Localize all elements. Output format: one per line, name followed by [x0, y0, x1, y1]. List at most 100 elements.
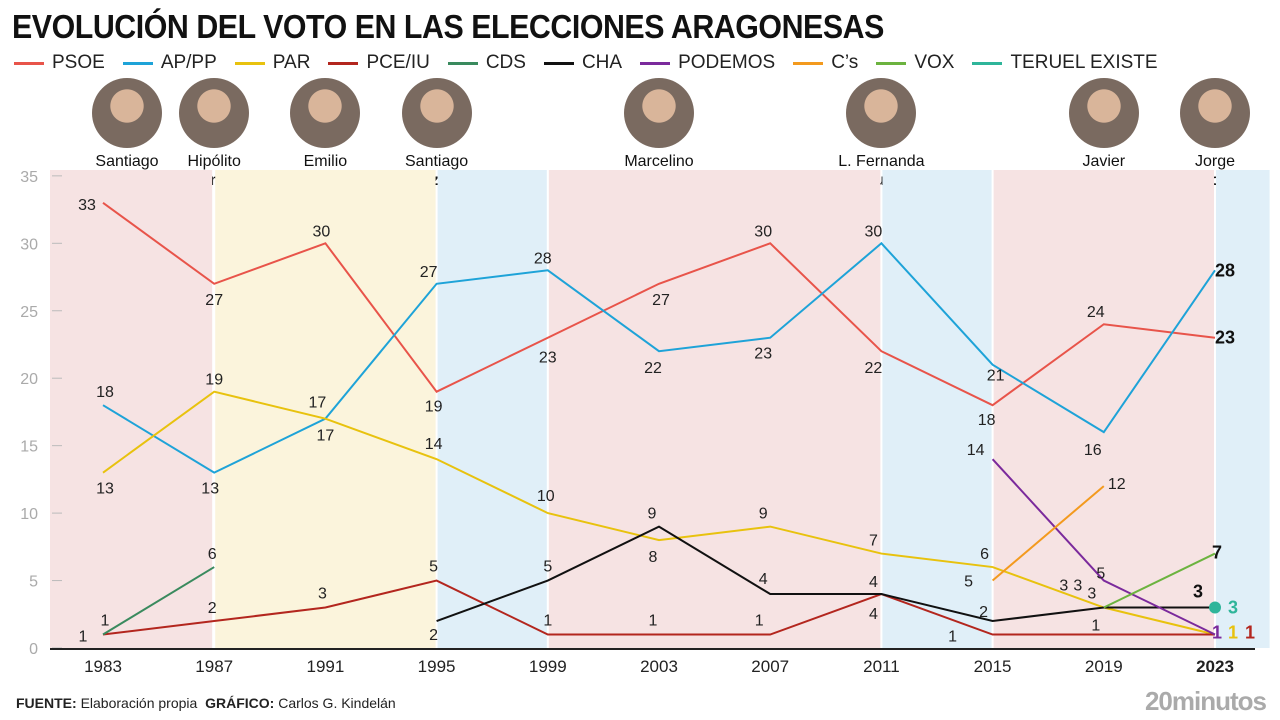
legend-swatch — [543, 61, 574, 65]
x-tick-label: 2019 — [1085, 657, 1123, 676]
candidate-photo — [401, 78, 472, 148]
data-label: 3 — [318, 586, 327, 603]
series-point — [1209, 601, 1221, 614]
series-line — [102, 566, 215, 636]
y-tick-label: 15 — [20, 439, 38, 456]
legend-label: CDS — [485, 52, 526, 73]
candidate-photo — [179, 78, 250, 148]
data-label: 1 — [1212, 623, 1222, 643]
band — [47, 170, 213, 648]
legend-label: PSOE — [52, 52, 105, 73]
legend-label: VOX — [914, 52, 955, 73]
data-label: 18 — [96, 384, 114, 401]
legend-item: CHA — [543, 52, 622, 74]
data-label: 3 — [1228, 598, 1238, 618]
candidate-photo — [92, 78, 162, 148]
legend-item: C’s — [793, 52, 858, 74]
data-label: 1 — [948, 629, 957, 646]
data-label: 4 — [869, 574, 878, 591]
data-label: 19 — [205, 372, 223, 389]
data-label: 3 — [1059, 578, 1068, 595]
y-tick-label: 0 — [29, 641, 38, 658]
band — [882, 170, 992, 648]
legend-item: PAR — [234, 52, 311, 74]
y-tick-label: 25 — [20, 304, 38, 321]
data-label: 17 — [317, 428, 335, 445]
data-label: 27 — [420, 264, 438, 281]
data-label: 27 — [652, 292, 670, 309]
data-label: 28 — [534, 250, 552, 267]
legend-label: PCE/IU — [366, 52, 430, 73]
data-label: 1 — [101, 613, 110, 630]
y-tick-label: 10 — [20, 506, 38, 523]
data-label: 22 — [865, 360, 883, 377]
x-tick-label: 2015 — [974, 657, 1012, 676]
band-mask — [0, 170, 50, 648]
legend-label: PAR — [272, 52, 311, 73]
series-line — [102, 241, 1216, 474]
data-label: 22 — [644, 360, 662, 377]
y-tick-label: 5 — [29, 574, 38, 591]
candidate-first-name: Javier — [1082, 153, 1126, 170]
series-line — [1103, 552, 1216, 609]
x-tick-label: 2011 — [863, 657, 900, 676]
chart-title: EVOLUCIÓN DEL VOTO EN LAS ELECCIONES ARA… — [12, 8, 884, 45]
candidate-photo — [1068, 78, 1139, 148]
data-label: 1 — [1091, 618, 1100, 635]
source-label: FUENTE: — [16, 695, 77, 711]
data-label: 23 — [539, 350, 557, 367]
x-tick-label: 2007 — [751, 657, 789, 676]
candidate-photo — [624, 78, 694, 148]
data-label: 7 — [869, 533, 878, 550]
candidate-photo — [1180, 78, 1250, 148]
x-tick-label: 1987 — [195, 657, 233, 676]
data-label: 3 — [1087, 586, 1096, 603]
legend-swatch — [14, 61, 44, 65]
graphic-author: Carlos G. Kindelán — [278, 695, 396, 711]
data-label: 21 — [987, 368, 1005, 385]
data-label: 9 — [648, 506, 657, 523]
legend-swatch — [972, 61, 1003, 65]
data-label: 30 — [865, 223, 883, 240]
band — [1216, 170, 1270, 648]
data-label: 6 — [208, 546, 217, 563]
series-line — [102, 390, 1216, 636]
y-tick-label: 35 — [20, 169, 38, 186]
data-label: 24 — [1087, 304, 1105, 321]
series-line — [436, 525, 1215, 623]
x-tick-label: 1991 — [306, 657, 344, 676]
data-label: 1 — [543, 613, 552, 630]
graphic-label: GRÁFICO: — [205, 695, 275, 711]
legend-item: CDS — [447, 52, 526, 74]
legend-item: PCE/IU — [328, 52, 430, 74]
legend-label: AP/PP — [160, 52, 217, 73]
y-tick-label: 30 — [20, 236, 38, 253]
legend-swatch — [640, 61, 671, 65]
data-label: 2 — [979, 604, 988, 621]
data-label: 1 — [1228, 623, 1238, 643]
legend-swatch — [793, 61, 824, 65]
candidate-photo — [846, 78, 917, 148]
data-label: 14 — [967, 442, 985, 459]
legend-label: C’s — [831, 52, 859, 73]
legend-item: PSOE — [14, 52, 105, 74]
data-label: 3 — [1193, 582, 1203, 602]
legend-item: VOX — [876, 52, 954, 74]
band — [548, 170, 881, 648]
candidate: Hipólito Gómez — [154, 78, 274, 190]
data-label: 6 — [980, 546, 989, 563]
candidate-first-name: Emilio — [303, 153, 348, 170]
x-tick-label: 2003 — [640, 657, 678, 676]
legend-label: PODEMOS — [678, 52, 776, 73]
candidate-first-name: Jorge — [1194, 153, 1236, 170]
data-label: 16 — [1084, 442, 1102, 459]
candidate-first-name: Santiago — [405, 153, 469, 170]
x-tick-label: 1995 — [418, 657, 456, 676]
data-label: 23 — [1215, 328, 1235, 348]
data-label: 28 — [1215, 260, 1235, 280]
data-label: 33 — [78, 197, 96, 214]
candidate-first-name: Santiago — [95, 153, 159, 170]
source: Elaboración propia — [80, 695, 198, 711]
data-label: 9 — [759, 506, 768, 523]
